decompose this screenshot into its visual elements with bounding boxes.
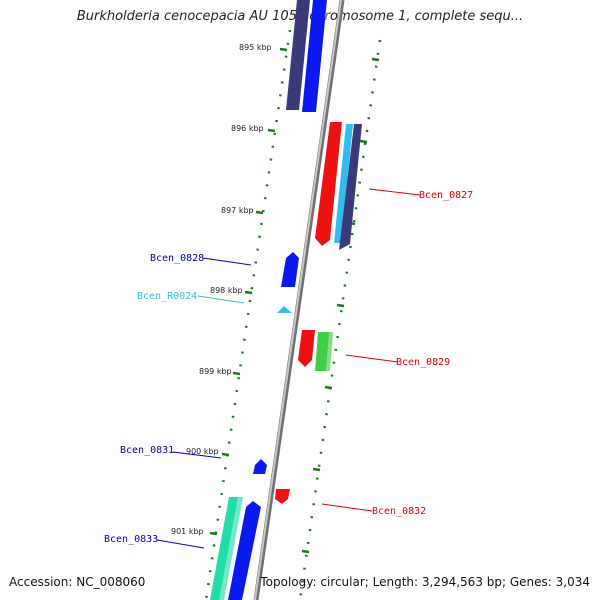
gene-bcen-0828[interactable] <box>281 252 299 287</box>
gene-label-bcen-r0024[interactable]: Bcen_R0024 <box>137 291 197 302</box>
gene-bar-sheen <box>316 0 330 112</box>
ruler-tick <box>209 531 218 536</box>
gene-label-bcen-0832[interactable]: Bcen_0832 <box>372 506 426 517</box>
gene-bcen-0829-red[interactable] <box>298 330 315 367</box>
accession-text: Accession: NC_008060 <box>9 575 146 589</box>
gene-bar-aqua[interactable] <box>210 497 243 600</box>
backbone-highlight <box>254 0 342 600</box>
gene-bar-blue-top[interactable] <box>302 0 327 112</box>
callout-line-bcen-0829 <box>345 354 399 363</box>
ruler-tick <box>301 549 310 554</box>
gene-bar-cyan[interactable] <box>334 124 353 243</box>
ruler-tick <box>244 290 253 295</box>
gene-bcen-0827-red[interactable] <box>315 122 342 246</box>
ruler-tick <box>359 139 368 144</box>
gene-bcen-0832[interactable] <box>275 489 290 504</box>
gene-bar-navy[interactable] <box>339 124 362 250</box>
ruler-label: 896 kbp <box>231 124 264 133</box>
ruler-tick <box>267 128 276 133</box>
topology-text: Topology: circular; Length: 3,294,563 bp… <box>260 575 590 589</box>
callout-line-bcen-r0024 <box>197 295 245 304</box>
gene-bar-sheen <box>326 332 333 371</box>
gene-label-bcen-0828[interactable]: Bcen_0828 <box>150 253 204 264</box>
ruler-tick <box>279 47 288 52</box>
gene-label-bcen-0831[interactable]: Bcen_0831 <box>120 445 174 456</box>
ruler-tick <box>232 371 241 376</box>
callout-line-bcen-0828 <box>202 257 252 266</box>
gene-callout-lines <box>156 188 421 549</box>
gene-labels[interactable]: Bcen_0827 Bcen_0828 Bcen_R0024 Bcen_0829… <box>104 190 473 545</box>
gene-bar-sheen <box>330 122 344 240</box>
gene-features[interactable] <box>210 0 362 600</box>
callout-line-bcen-0831 <box>172 451 222 459</box>
ruler-tick <box>336 303 345 308</box>
ruler-labels: 895 kbp 896 kbp 897 kbp 898 kbp 899 kbp … <box>171 43 272 536</box>
ruler-label: 900 kbp <box>186 447 219 456</box>
ruler-tick <box>255 210 264 215</box>
gene-bar-sheen <box>219 497 243 600</box>
ruler-tick <box>312 467 321 472</box>
ruler-label: 895 kbp <box>239 43 272 52</box>
ruler-label: 901 kbp <box>171 527 204 536</box>
chromosome-backbone <box>253 0 345 600</box>
callout-line-bcen-0833 <box>156 539 205 549</box>
gene-bcen-r0024[interactable] <box>277 306 292 313</box>
gene-bcen-0829-green[interactable] <box>315 332 333 371</box>
ruler-tick <box>371 57 380 62</box>
ruler-label: 899 kbp <box>199 367 232 376</box>
gene-label-bcen-0833[interactable]: Bcen_0833 <box>104 534 158 545</box>
ruler-label: 898 kbp <box>210 286 243 295</box>
callout-line-bcen-0832 <box>321 503 373 512</box>
gene-label-bcen-0827[interactable]: Bcen_0827 <box>419 190 473 201</box>
gene-label-bcen-0829[interactable]: Bcen_0829 <box>396 357 450 368</box>
gene-bar-navy-top[interactable] <box>286 0 310 110</box>
gene-bcen-0833[interactable] <box>228 501 261 600</box>
ruler-tick <box>324 385 333 390</box>
gene-bcen-0831[interactable] <box>253 459 267 474</box>
ruler-label: 897 kbp <box>221 206 254 215</box>
ruler-tick <box>221 452 230 457</box>
callout-line-bcen-0827 <box>368 188 421 196</box>
